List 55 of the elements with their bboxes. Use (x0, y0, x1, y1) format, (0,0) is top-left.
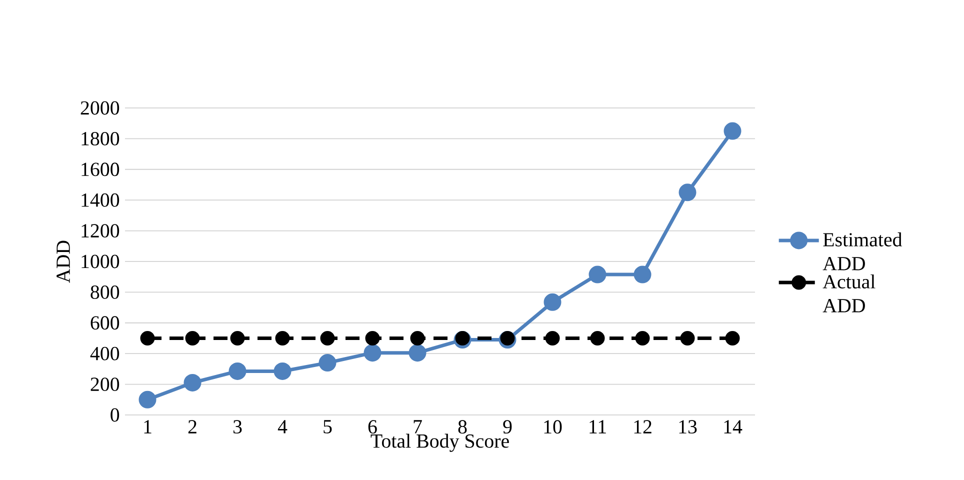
point (725, 330, 740, 346)
x-tick-label: 1 (144, 420, 152, 434)
x-tick-label: 5 (324, 420, 332, 434)
point (635, 330, 650, 346)
point (184, 374, 202, 392)
point (365, 330, 380, 346)
x-tick-label: 9 (503, 420, 512, 434)
point (230, 330, 245, 346)
x-tick-label: 4 (278, 420, 288, 434)
point (410, 330, 425, 346)
point (588, 266, 606, 284)
point (455, 330, 470, 346)
x-tick-label: 2 (188, 420, 196, 434)
x-tick-label: 14 (724, 420, 742, 434)
point (408, 344, 426, 362)
x-tick-label: 11 (590, 420, 606, 434)
x-tick-label: 8 (458, 420, 467, 434)
x-tick-label: 12 (634, 420, 652, 434)
x-tick-label: 13 (679, 420, 697, 434)
x-tick-label: 3 (233, 420, 242, 434)
point (680, 330, 695, 346)
point (634, 266, 652, 284)
y-tick-label: 2000 (80, 101, 120, 115)
point (138, 390, 156, 408)
legend-label: Actual ADD (822, 274, 876, 312)
point (318, 354, 336, 372)
y-tick-label: 200 (90, 378, 120, 391)
y-tick-label: 400 (90, 346, 120, 360)
y-axis-title: ADD (56, 240, 70, 283)
y-tick-label: 1200 (82, 224, 120, 238)
y-tick-label: 800 (90, 285, 120, 299)
y-tick-label: 1400 (82, 193, 120, 207)
point (545, 330, 560, 346)
point (678, 184, 696, 202)
point (544, 293, 562, 311)
point (590, 330, 605, 346)
y-tick-label: 1000 (82, 254, 120, 268)
point (724, 122, 742, 140)
y-tick-label: 1800 (82, 132, 120, 146)
point (228, 362, 246, 380)
x-tick-label: 7 (414, 420, 422, 434)
legend-label: Estimated ADD (822, 232, 902, 270)
point (364, 344, 382, 362)
y-tick-label: 600 (90, 316, 120, 330)
y-tick-label: 0 (110, 408, 120, 422)
point (274, 362, 292, 380)
y-tick-label: 1600 (82, 162, 120, 176)
point (185, 330, 200, 346)
x-tick-label: 10 (544, 420, 562, 434)
point (500, 330, 515, 346)
x-tick-label: 6 (368, 420, 377, 434)
point (320, 330, 335, 346)
point (275, 330, 290, 346)
x-axis-title: Total Body Score (370, 434, 509, 452)
point (140, 330, 155, 346)
